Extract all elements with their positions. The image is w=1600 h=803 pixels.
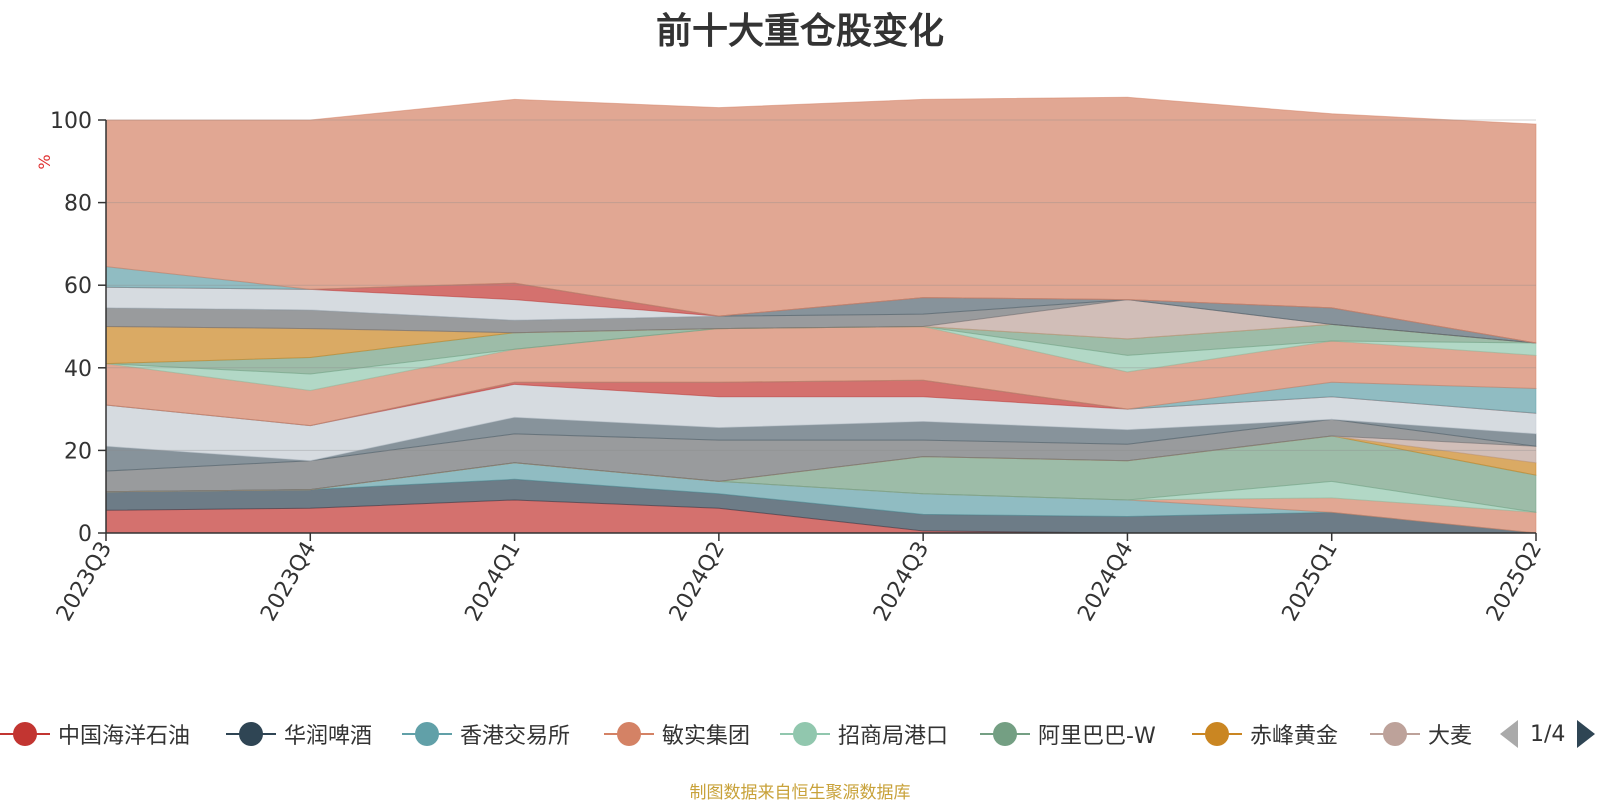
chart-title: 前十大重仓股变化 — [655, 11, 944, 52]
legend-marker-icon — [0, 714, 50, 754]
legend-marker-icon — [226, 714, 276, 754]
legend-item[interactable]: 华润啤酒 — [226, 714, 372, 754]
legend-item[interactable]: 招商局港口 — [780, 714, 948, 754]
legend-marker-icon — [604, 714, 654, 754]
legend-next-icon[interactable] — [1577, 720, 1596, 748]
x-tick-label: 2024Q3 — [869, 538, 934, 626]
y-axis-label: % — [35, 154, 54, 169]
legend-marker-icon — [780, 714, 830, 754]
y-tick-label: 0 — [78, 522, 92, 547]
legend-label: 华润啤酒 — [284, 724, 373, 749]
legend-label: 香港交易所 — [460, 724, 571, 749]
data-source-note: 制图数据来自恒生聚源数据库 — [689, 783, 911, 803]
legend: 中国海洋石油 华润啤酒 香港交易所 敏实集团 招商局港口 阿里巴巴-W 赤峰黄金 大麦 — [0, 714, 1480, 754]
x-tick-label: 2023Q3 — [52, 538, 117, 626]
legend-item[interactable]: 敏实集团 — [604, 714, 750, 754]
x-tick-label: 2024Q1 — [460, 538, 525, 626]
legend-page-indicator: 1/4 — [1530, 721, 1566, 747]
x-tick-label: 2025Q2 — [1482, 538, 1547, 626]
legend-marker-icon — [402, 714, 452, 754]
y-tick-label: 100 — [50, 109, 92, 134]
y-tick-label: 60 — [64, 274, 92, 299]
x-tick-label: 2023Q4 — [256, 538, 321, 626]
legend-item[interactable]: 大麦 — [1370, 714, 1472, 754]
area-series-group — [105, 96, 1537, 534]
y-tick-label: 80 — [64, 192, 92, 217]
grid-lines — [106, 119, 1536, 451]
y-tick-label: 40 — [64, 357, 92, 382]
x-tick-label: 2025Q1 — [1278, 538, 1343, 626]
legend-item[interactable]: 中国海洋石油 — [0, 714, 190, 754]
legend-label: 大麦 — [1428, 724, 1473, 749]
x-tick-label: 2024Q2 — [665, 538, 730, 626]
stacked-area-chart: 0 20 40 60 80 100 2023Q3 2023Q4 2024Q1 2024Q2 2024… — [35, 96, 1547, 626]
legend-marker-icon — [1370, 714, 1420, 754]
legend-label: 招商局港口 — [838, 724, 949, 749]
y-tick-label: 20 — [64, 439, 92, 464]
legend-prev-icon[interactable] — [1500, 720, 1518, 748]
x-tick-label: 2024Q4 — [1073, 538, 1138, 626]
legend-label: 赤峰黄金 — [1250, 724, 1339, 749]
area-series-24 — [105, 96, 1537, 344]
legend-item[interactable]: 香港交易所 — [402, 714, 570, 754]
legend-label: 中国海洋石油 — [58, 724, 191, 749]
legend-item[interactable]: 赤峰黄金 — [1192, 714, 1338, 754]
legend-pager: 1/4 — [1500, 718, 1596, 750]
legend-marker-icon — [980, 714, 1030, 754]
legend-item[interactable]: 阿里巴巴-W — [980, 714, 1156, 754]
legend-marker-icon — [1192, 714, 1242, 754]
legend-label: 阿里巴巴-W — [1038, 724, 1156, 749]
legend-label: 敏实集团 — [662, 724, 751, 749]
